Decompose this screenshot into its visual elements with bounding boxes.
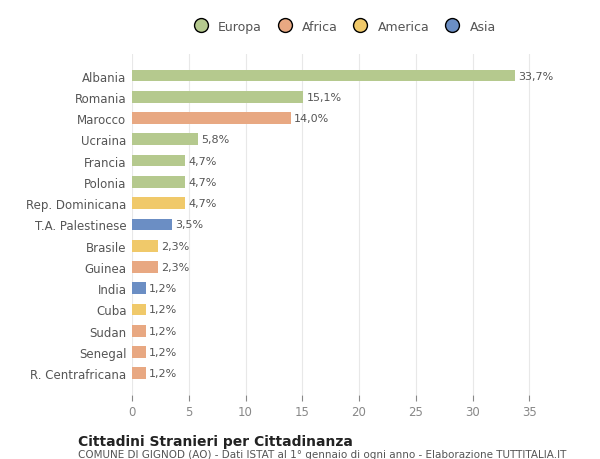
Text: 1,2%: 1,2%	[149, 347, 177, 357]
Text: 2,3%: 2,3%	[161, 241, 190, 251]
Text: 4,7%: 4,7%	[189, 178, 217, 187]
Text: 4,7%: 4,7%	[189, 199, 217, 209]
Bar	[132, 113, 291, 125]
Text: 33,7%: 33,7%	[518, 71, 553, 81]
Text: 1,2%: 1,2%	[149, 369, 177, 379]
Bar	[132, 283, 146, 294]
Text: 1,2%: 1,2%	[149, 326, 177, 336]
Bar	[132, 368, 146, 379]
Bar	[132, 347, 146, 358]
Bar	[132, 198, 185, 209]
Bar	[132, 71, 515, 82]
Text: 1,2%: 1,2%	[149, 284, 177, 294]
Bar	[132, 262, 158, 273]
Bar	[132, 304, 146, 316]
Text: 15,1%: 15,1%	[307, 93, 342, 102]
Bar	[132, 156, 185, 167]
Bar	[132, 219, 172, 231]
Bar	[132, 241, 158, 252]
Bar	[132, 177, 185, 188]
Legend: Europa, Africa, America, Asia: Europa, Africa, America, Asia	[188, 21, 496, 34]
Text: 2,3%: 2,3%	[161, 263, 190, 272]
Text: COMUNE DI GIGNOD (AO) - Dati ISTAT al 1° gennaio di ogni anno - Elaborazione TUT: COMUNE DI GIGNOD (AO) - Dati ISTAT al 1°…	[78, 449, 566, 459]
Text: 5,8%: 5,8%	[201, 135, 229, 145]
Bar	[132, 92, 304, 103]
Text: 3,5%: 3,5%	[175, 220, 203, 230]
Text: Cittadini Stranieri per Cittadinanza: Cittadini Stranieri per Cittadinanza	[78, 434, 353, 448]
Text: 14,0%: 14,0%	[295, 114, 329, 124]
Text: 4,7%: 4,7%	[189, 156, 217, 166]
Bar	[132, 134, 198, 146]
Text: 1,2%: 1,2%	[149, 305, 177, 315]
Bar	[132, 325, 146, 337]
